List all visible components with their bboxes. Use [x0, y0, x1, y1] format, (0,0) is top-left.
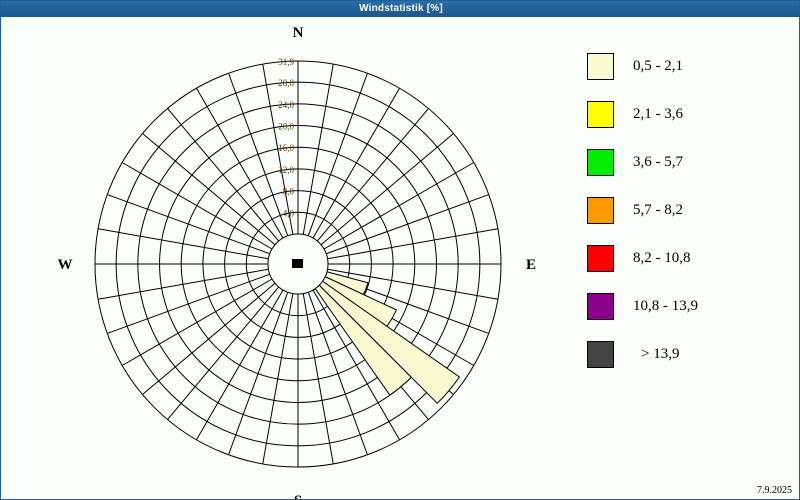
legend-label: 3,6 - 5,7: [633, 153, 683, 170]
grid-spoke: [313, 88, 400, 238]
center-hole: [267, 233, 329, 295]
radial-tick-label: 28,0: [278, 78, 294, 88]
legend-label: 10,8 - 13,9: [633, 297, 698, 314]
date-stamp: 7.9.2025: [757, 485, 792, 496]
grid-spoke: [324, 163, 474, 250]
wind-rose-chart: 4,0 8,0 12,0 16,0 20,0 24,0 28,0 31,9 N E S W: [2, 18, 572, 500]
grid-spoke: [142, 134, 275, 245]
grid-spoke: [168, 108, 279, 241]
wind-rose-svg: 4,0 8,0 12,0 16,0 20,0 24,0 28,0 31,9 N E S W: [58, 25, 537, 500]
grid-spoke: [303, 294, 333, 464]
center-hub-marker: [292, 259, 303, 268]
legend-item[interactable]: 3,6 - 5,7: [587, 138, 792, 186]
legend: 0,5 - 2,1 2,1 - 3,6 3,6 - 5,7 5,7 - 8,2 8,2 …: [587, 42, 792, 378]
grid-spoke: [326, 195, 489, 254]
radial-tick-label: 16,0: [278, 143, 294, 153]
grid-spoke: [168, 287, 279, 420]
radial-tick-label: 12,0: [278, 165, 294, 175]
compass-label-east: E: [526, 257, 536, 273]
legend-swatch: [587, 292, 614, 320]
legend-label: 5,7 - 8,2: [633, 201, 683, 218]
grid-spoke: [122, 279, 272, 366]
legend-swatch: [587, 52, 614, 80]
legend-swatch: [587, 148, 614, 176]
grid-spoke: [98, 229, 268, 259]
grid-spoke: [303, 64, 333, 234]
radial-tick-label: 8,0: [283, 187, 295, 197]
grid-spoke: [317, 108, 428, 241]
legend-label: > 13,9: [641, 345, 680, 362]
legend-swatch: [587, 100, 614, 128]
compass-label-west: W: [58, 257, 73, 273]
compass-label-north: N: [293, 25, 304, 41]
radial-tick-label: 20,0: [278, 122, 294, 132]
grid-spoke: [107, 195, 270, 254]
grid-spoke: [328, 269, 498, 299]
compass-label-south: S: [294, 493, 302, 500]
grid-spoke: [98, 269, 268, 299]
legend-swatch: [587, 196, 614, 224]
grid-spoke: [229, 73, 288, 236]
grid-spoke: [263, 64, 293, 234]
grid-spoke: [197, 290, 284, 440]
window-title: Windstatistik [%]: [359, 3, 443, 14]
legend-label: 8,2 - 10,8: [633, 249, 691, 266]
legend-label: 0,5 - 2,1: [633, 57, 683, 74]
wind-petal: [297, 263, 461, 405]
legend-item[interactable]: > 13,9: [587, 330, 792, 378]
grid-spoke: [197, 88, 284, 238]
grid-spoke: [142, 283, 275, 394]
grid-spoke: [321, 134, 454, 245]
grid-spoke: [229, 292, 288, 455]
window-titlebar: Windstatistik [%]: [1, 1, 799, 17]
grid-spoke: [122, 163, 272, 250]
legend-swatch: [587, 340, 614, 368]
grid-spoke: [263, 294, 293, 464]
radial-tick-label: 24,0: [278, 100, 294, 110]
grid-spoke: [313, 290, 400, 440]
wind-petal: [297, 263, 412, 396]
grid-spoke: [308, 73, 367, 236]
grid-spoke: [107, 274, 270, 333]
legend-item[interactable]: 0,5 - 2,1: [587, 42, 792, 90]
grid-spoke: [328, 229, 498, 259]
radial-tick-label: 4,0: [283, 208, 295, 218]
grid-spoke: [308, 292, 367, 455]
legend-item[interactable]: 5,7 - 8,2: [587, 186, 792, 234]
radial-tick-label: 31,9: [278, 57, 294, 67]
window-content: 4,0 8,0 12,0 16,0 20,0 24,0 28,0 31,9 N E S W 0,5 -…: [2, 18, 799, 500]
legend-item[interactable]: 10,8 - 13,9: [587, 282, 792, 330]
legend-swatch: [587, 244, 614, 272]
legend-item[interactable]: 8,2 - 10,8: [587, 234, 792, 282]
legend-label: 2,1 - 3,6: [633, 105, 683, 122]
axis-labels: 4,0 8,0 12,0 16,0 20,0 24,0 28,0 31,9 N E S W: [58, 25, 537, 500]
legend-item[interactable]: 2,1 - 3,6: [587, 90, 792, 138]
